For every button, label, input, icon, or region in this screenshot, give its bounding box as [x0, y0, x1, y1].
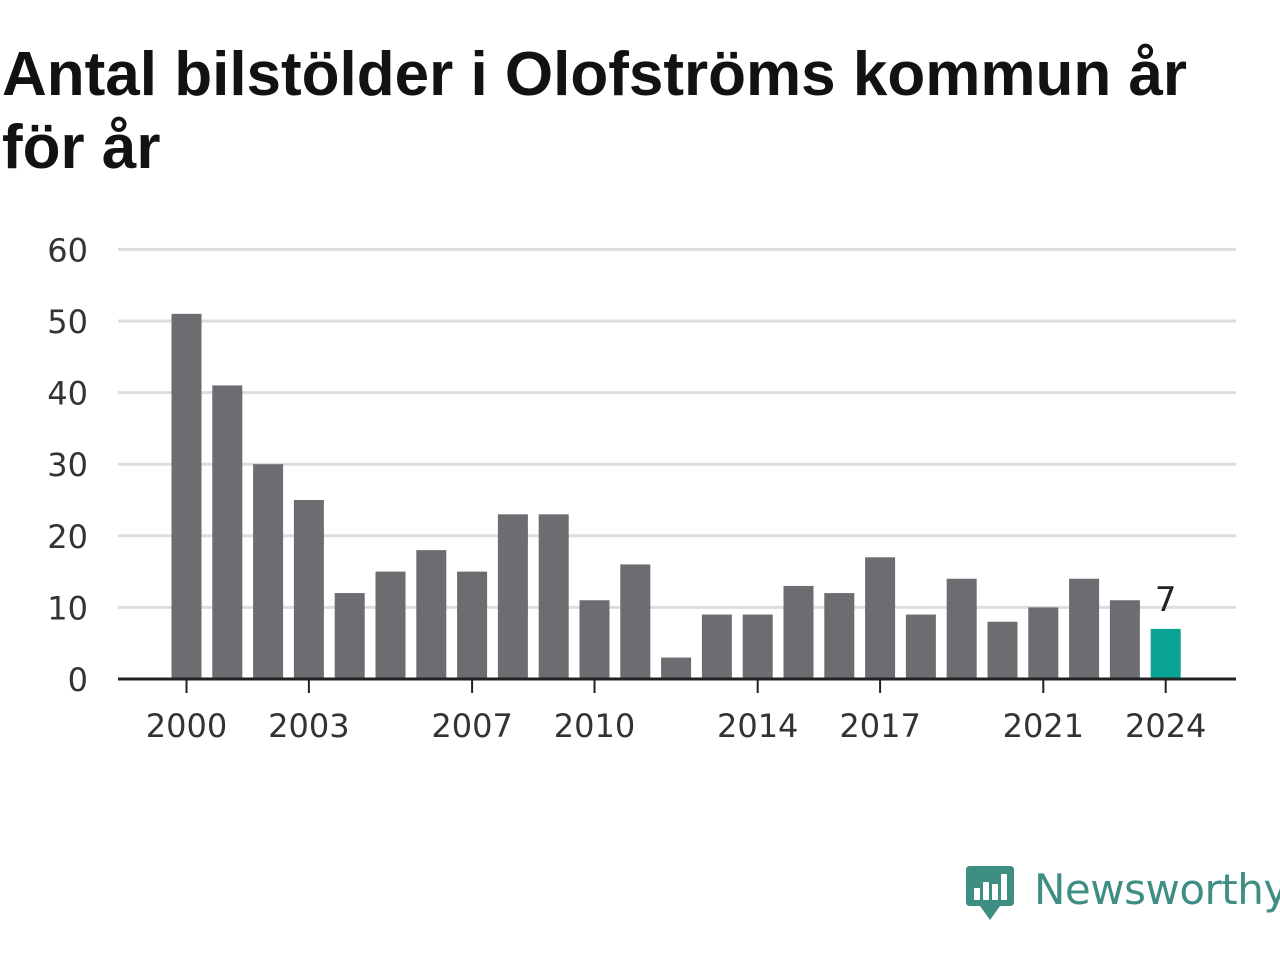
bar-2011	[620, 564, 651, 679]
bar-2016	[824, 593, 855, 679]
highlight-value-label: 7	[1155, 580, 1177, 620]
bar-2006	[416, 550, 447, 679]
annotations: 7	[1155, 580, 1177, 620]
bar-2012	[661, 657, 692, 679]
y-tick-label: 20	[47, 518, 88, 556]
gridlines	[118, 247, 1236, 609]
bar-2017	[865, 557, 896, 679]
x-axis-ticks	[185, 679, 1167, 693]
x-tick-label: 2021	[1003, 707, 1084, 745]
bar-2024	[1150, 628, 1181, 679]
x-tick-label: 2007	[431, 707, 512, 745]
brand-name: Newsworthy	[1034, 865, 1280, 914]
bar-2008	[497, 514, 528, 679]
x-axis-labels: 2000 2003 2007 2010 2014 2017 2021 2024	[146, 707, 1207, 745]
bar-2022	[1069, 578, 1100, 679]
x-tick-label: 2014	[717, 707, 798, 745]
bar-2018	[905, 614, 936, 679]
chart-title: Antal bilstölder i Olofströms kommun år …	[2, 40, 1188, 182]
y-axis-labels: 0 10 20 30 40 50 60	[47, 231, 88, 699]
bar-2019	[946, 578, 977, 679]
bar-2001	[212, 385, 243, 679]
newsworthy-logo: Newsworthy	[964, 862, 1280, 930]
bar-2002	[253, 464, 284, 679]
x-tick-label: 2000	[146, 707, 227, 745]
bar-2007	[457, 571, 488, 679]
x-tick-label: 2010	[554, 707, 635, 745]
bar-2023	[1109, 600, 1140, 679]
bar-2021	[1028, 607, 1059, 679]
y-tick-label: 0	[68, 661, 88, 699]
bar-2005	[375, 571, 406, 679]
x-tick-label: 2003	[268, 707, 349, 745]
bar-2020	[987, 621, 1018, 679]
bar-2013	[701, 614, 732, 679]
bar-2009	[538, 514, 569, 679]
bar-2003	[293, 500, 324, 679]
bar-2015	[783, 585, 814, 679]
newsworthy-chart-bubble-icon	[966, 866, 1014, 920]
y-tick-label: 40	[47, 375, 88, 413]
bar-2004	[334, 593, 365, 679]
y-tick-label: 30	[47, 446, 88, 484]
x-tick-label: 2024	[1125, 707, 1206, 745]
bar-2010	[579, 600, 610, 679]
bar-2000	[171, 313, 202, 679]
bar-2014	[742, 614, 773, 679]
x-tick-label: 2017	[839, 707, 920, 745]
y-tick-label: 60	[47, 231, 88, 269]
bars	[171, 313, 1181, 679]
y-tick-label: 10	[47, 589, 88, 627]
y-tick-label: 50	[47, 303, 88, 341]
